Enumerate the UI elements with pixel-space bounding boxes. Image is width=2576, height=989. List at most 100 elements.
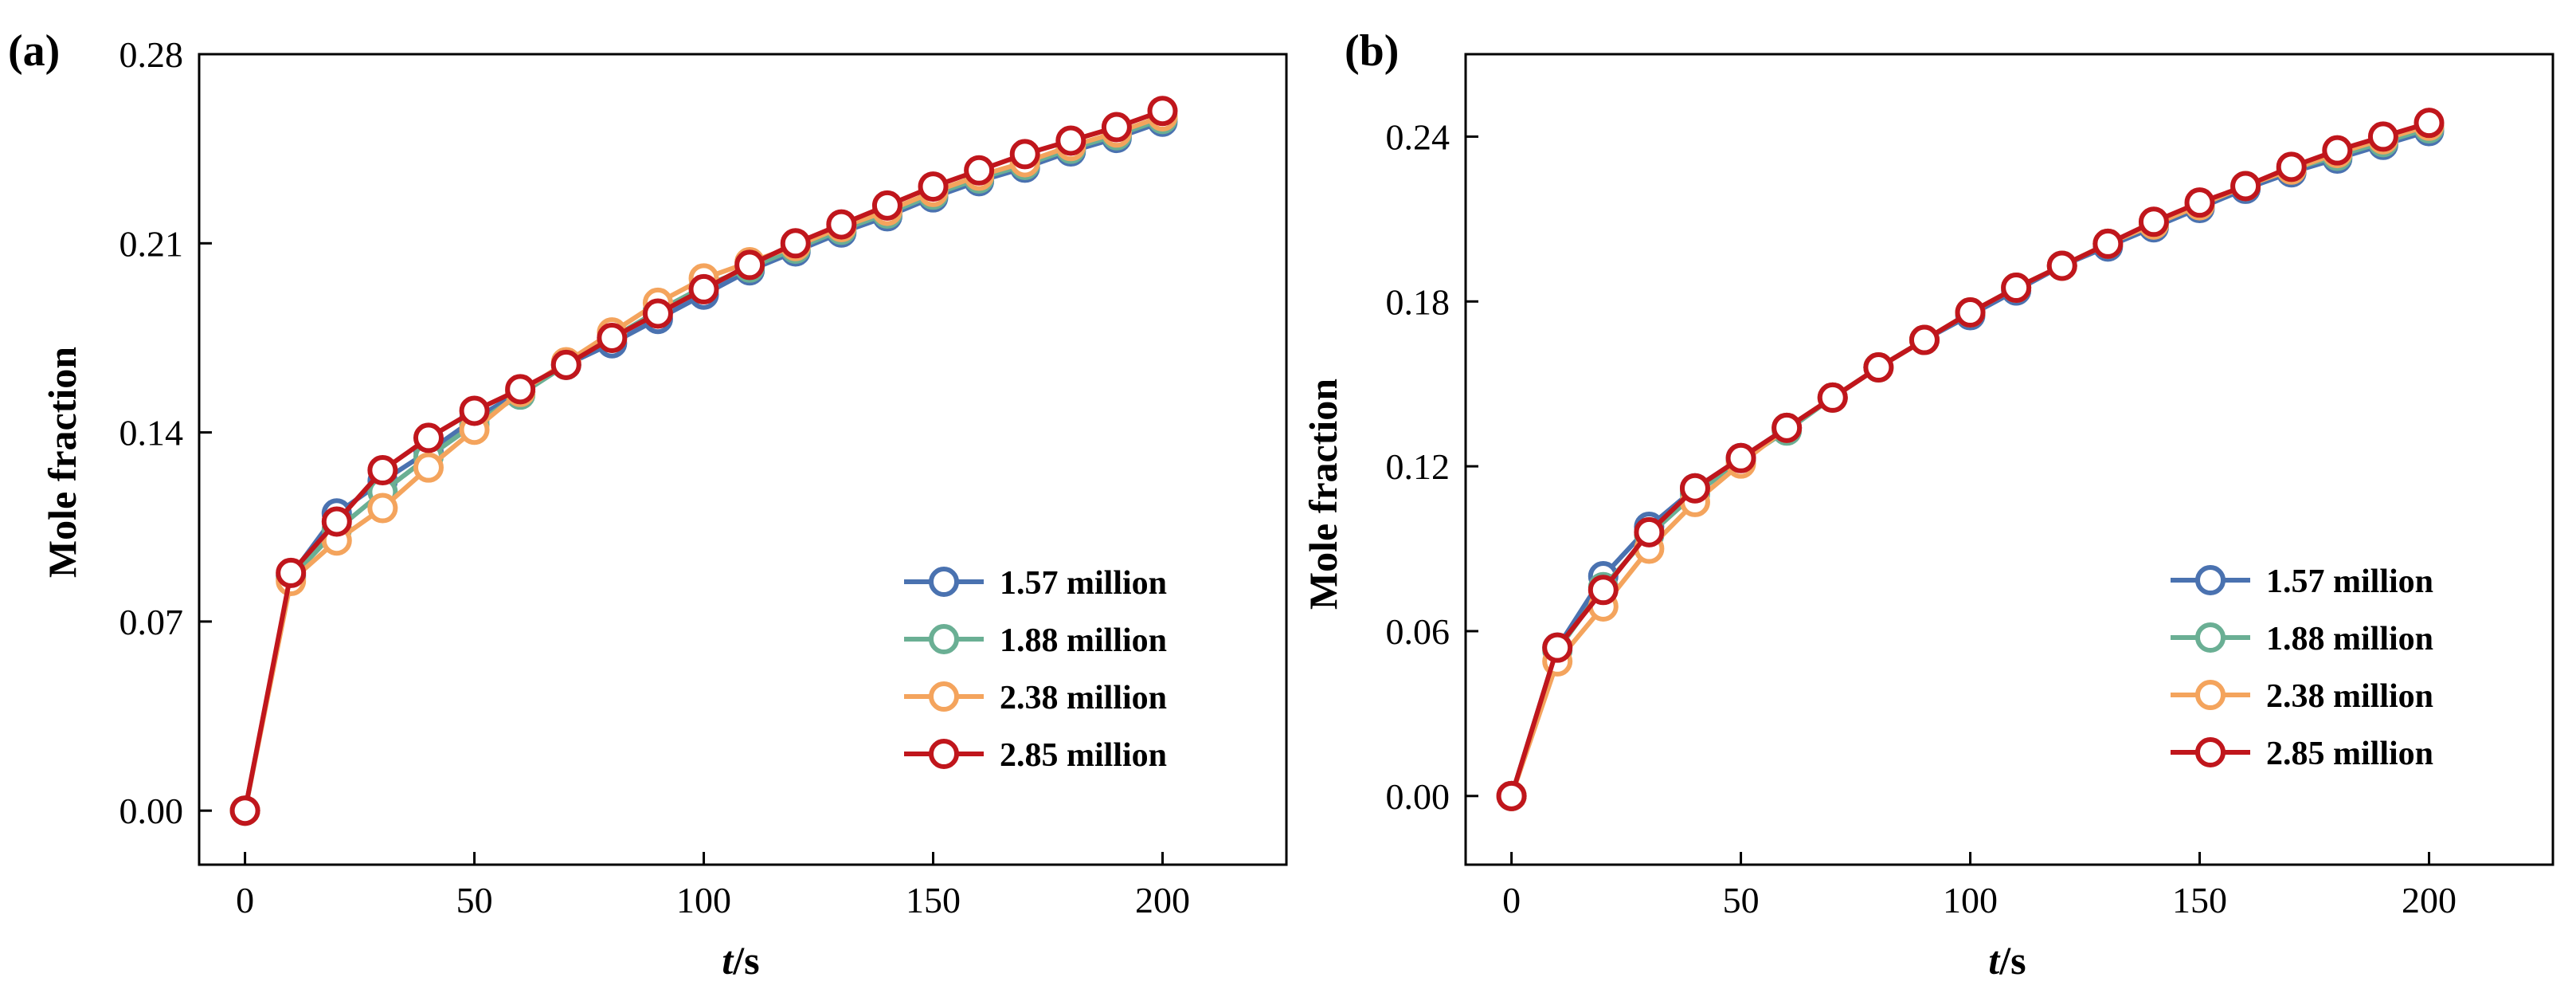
data-point-a-4 <box>826 209 857 240</box>
data-point-b-4 <box>1634 516 1665 547</box>
x-tick-label-a: 0 <box>236 880 254 920</box>
data-point-b-4 <box>2184 187 2215 218</box>
data-point-b-4 <box>2322 135 2353 166</box>
data-point-b-4 <box>1679 473 1710 504</box>
legend-label-b-1: 1.57 million <box>2266 563 2433 600</box>
legend-a: 1.57 million 1.88 million 2.38 million 2.85… <box>904 565 1167 774</box>
x-tick-label-a: 100 <box>676 880 731 920</box>
x-axis-label-italic-b: t <box>1988 938 2001 983</box>
legend-label-a-3: 2.38 million <box>1000 680 1167 716</box>
data-point-a-4 <box>1055 125 1086 156</box>
x-axis-label-unit-a: /s <box>732 938 759 983</box>
data-point-a-4 <box>1147 96 1178 127</box>
data-point-b-4 <box>1542 632 1573 663</box>
data-point-b-4 <box>1863 352 1894 383</box>
data-point-b-4 <box>2230 171 2261 202</box>
data-point-a-4 <box>871 190 902 221</box>
data-point-a-4 <box>367 455 398 486</box>
data-point-a-4 <box>229 795 260 826</box>
y-tick-label-b: 0.24 <box>1386 116 1450 157</box>
legend-marker-b-3 <box>2195 680 2226 710</box>
legend-label-b-3: 2.38 million <box>2266 678 2433 715</box>
data-point-b-4 <box>2414 108 2445 139</box>
y-ticks-b: 0.00 0.06 0.12 0.18 0.24 <box>1386 116 1478 817</box>
data-point-a-4 <box>642 298 673 329</box>
legend-label-a-1: 1.57 million <box>1000 565 1167 602</box>
data-point-a-3 <box>413 452 444 483</box>
y-tick-label-b: 0.18 <box>1386 281 1450 322</box>
data-point-b-4 <box>2367 121 2398 152</box>
series-group-a <box>229 96 1178 826</box>
x-ticks-b: 0 50 100 150 200 <box>1502 852 2457 920</box>
x-tick-label-a: 150 <box>906 880 961 920</box>
x-tick-label-b: 50 <box>1723 880 1760 920</box>
legend-marker-b-4 <box>2195 737 2226 767</box>
y-tick-label-b: 0.06 <box>1386 611 1450 652</box>
data-point-a-4 <box>780 228 811 259</box>
legend-marker-a-1 <box>929 567 959 597</box>
legend-marker-a-4 <box>929 739 959 769</box>
legend-label-b-2: 1.88 million <box>2266 621 2433 657</box>
data-point-a-4 <box>597 322 628 353</box>
panel-b: (b) Mole fraction t/s 0 50 100 150 200 0.000… <box>1301 26 2554 983</box>
data-point-b-4 <box>1909 324 1940 355</box>
data-point-a-4 <box>413 422 444 453</box>
data-point-a-4 <box>321 506 352 537</box>
data-point-b-4 <box>2001 273 2032 304</box>
y-tick-label-b: 0.12 <box>1386 446 1450 487</box>
x-tick-label-b: 150 <box>2172 880 2227 920</box>
y-axis-label-a: Mole fraction <box>40 347 84 578</box>
data-point-b-4 <box>1817 382 1848 413</box>
plot-frame-a <box>198 53 1288 866</box>
data-point-b-4 <box>2276 151 2307 182</box>
legend-label-a-4: 2.85 million <box>1000 737 1167 774</box>
series-group-b <box>1496 108 2445 811</box>
legend-marker-a-3 <box>929 681 959 712</box>
data-point-b-4 <box>1955 297 1986 328</box>
y-ticks-a: 0.00 0.07 0.14 0.21 0.28 <box>119 34 212 831</box>
data-point-a-4 <box>688 273 719 304</box>
data-point-a-4 <box>459 395 490 426</box>
panel-label-a: (a) <box>8 26 60 76</box>
y-tick-label-a: 0.28 <box>119 34 184 75</box>
data-point-a-4 <box>964 155 995 186</box>
data-point-a-4 <box>276 557 307 588</box>
x-axis-label-italic-a: t <box>722 938 734 983</box>
y-tick-label-a: 0.14 <box>119 413 184 453</box>
y-tick-label-a: 0.07 <box>119 602 184 642</box>
data-point-b-4 <box>2138 206 2169 237</box>
data-point-a-4 <box>1009 139 1040 170</box>
data-point-b-4 <box>1587 575 1619 606</box>
data-point-a-4 <box>550 349 581 380</box>
x-tick-label-b: 200 <box>2402 880 2457 920</box>
plot-frame-b <box>1464 53 2554 866</box>
x-tick-label-b: 100 <box>1943 880 1998 920</box>
data-point-a-4 <box>918 171 949 202</box>
x-ticks-a: 0 50 100 150 200 <box>236 852 1190 920</box>
y-tick-label-a: 0.21 <box>119 223 184 264</box>
x-axis-label-a: t/s <box>722 938 759 983</box>
legend-marker-b-2 <box>2195 622 2226 653</box>
y-axis-label-b: Mole fraction <box>1301 379 1345 610</box>
legend-b: 1.57 million 1.88 million 2.38 million 2.85… <box>2171 563 2433 772</box>
legend-marker-a-2 <box>929 624 959 654</box>
legend-marker-b-1 <box>2195 565 2226 595</box>
legend-label-b-4: 2.85 million <box>2266 736 2433 772</box>
x-tick-label-a: 50 <box>456 880 493 920</box>
panel-a: (a) Mole fraction t/s 0 50 100 150 200 0.000… <box>8 26 1288 983</box>
data-point-b-4 <box>1725 442 1756 473</box>
data-point-a-4 <box>734 249 765 281</box>
data-point-a-4 <box>1101 112 1132 143</box>
y-tick-label-b: 0.00 <box>1386 776 1450 817</box>
data-point-b-4 <box>2093 228 2124 259</box>
data-point-a-3 <box>367 493 398 524</box>
panel-label-b: (b) <box>1345 26 1399 76</box>
x-axis-label-unit-b: /s <box>1999 938 2026 983</box>
data-point-a-4 <box>505 374 536 405</box>
legend-label-a-2: 1.88 million <box>1000 622 1167 659</box>
x-tick-label-a: 200 <box>1135 880 1190 920</box>
data-point-b-4 <box>2046 250 2077 281</box>
y-tick-label-a: 0.00 <box>119 791 184 831</box>
